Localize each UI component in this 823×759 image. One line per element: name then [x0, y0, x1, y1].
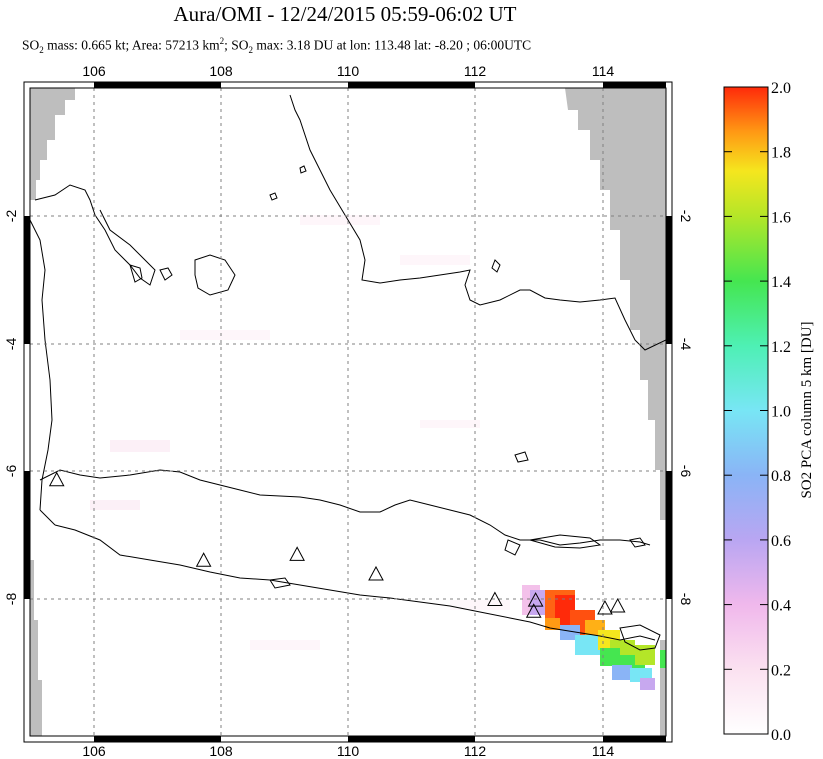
lat-tick-label: -6	[678, 465, 694, 478]
lon-tick-label: 106	[82, 63, 106, 79]
coastlines	[30, 94, 666, 651]
colorbar-tick-label: 0.0	[771, 727, 791, 744]
colorbar-tick-label: 1.4	[771, 274, 791, 291]
lat-tick-label: -4	[3, 338, 19, 351]
lon-labels-bottom: 106 108 110 112 114	[82, 743, 614, 759]
volcano-icon	[609, 597, 626, 613]
lon-tick-label: 112	[464, 743, 487, 759]
volcano-icon	[48, 471, 65, 487]
colorbar-tick-label: 1.2	[771, 339, 791, 356]
volcano-icon	[195, 552, 212, 567]
lat-labels-right: -2 -4 -6 -8	[678, 210, 694, 606]
lon-tick-label: 110	[337, 743, 360, 759]
nodata-region-left	[30, 88, 75, 200]
lat-tick-label: -2	[678, 210, 694, 223]
map-subtitle: SO2 mass: 0.665 kt; Area: 57213 km2; SO2…	[22, 36, 532, 56]
colorbar-tick-label: 1.6	[771, 209, 791, 226]
lon-tick-label: 112	[464, 63, 487, 79]
volcano-icon	[289, 546, 305, 561]
graticule	[30, 88, 666, 736]
lon-tick-label: 114	[592, 743, 615, 759]
lat-tick-label: -8	[3, 593, 19, 606]
lat-tick-label: -8	[678, 593, 694, 606]
nodata-region-left-bottom	[30, 560, 42, 736]
so2-background-noise	[90, 215, 510, 650]
colorbar: 0.0 0.2 0.4 0.6 0.8 1.0 1.2 1.4 1.6 1.8 2.0 SO2 PC…	[723, 80, 815, 744]
colorbar-tick-label: 0.8	[771, 468, 791, 485]
lon-tick-label: 108	[209, 743, 233, 759]
volcano-icon	[527, 592, 544, 607]
nodata-region-right	[565, 88, 666, 520]
lon-tick-label: 108	[209, 63, 233, 79]
colorbar-tick-label: 2.0	[771, 80, 791, 97]
map-title: Aura/OMI - 12/24/2015 05:59-06:02 UT	[173, 2, 517, 26]
lat-tick-label: -2	[3, 210, 19, 223]
volcano-icon	[597, 599, 613, 615]
map-frame	[23, 81, 673, 743]
lon-tick-label: 106	[82, 743, 106, 759]
colorbar-tick-label: 1.8	[771, 145, 791, 162]
lon-labels-top: 106 108 110 112 114	[82, 63, 614, 79]
colorbar-ticks: 0.0 0.2 0.4 0.6 0.8 1.0 1.2 1.4 1.6 1.8 2.0	[724, 80, 791, 744]
lon-tick-label: 110	[337, 63, 360, 79]
lon-tick-label: 114	[592, 63, 615, 79]
volcano-icon	[525, 603, 542, 618]
colorbar-tick-label: 1.0	[771, 404, 791, 421]
volcano-markers	[48, 471, 626, 618]
volcano-icon	[487, 591, 503, 607]
lat-tick-label: -6	[3, 465, 19, 478]
lat-tick-label: -4	[678, 338, 694, 351]
colorbar-tick-label: 0.2	[771, 662, 791, 679]
colorbar-tick-label: 0.4	[771, 598, 791, 615]
colorbar-tick-label: 0.6	[771, 533, 791, 550]
lat-labels-left: -2 -4 -6 -8	[3, 210, 19, 606]
volcano-icon	[368, 565, 384, 581]
colorbar-label: SO2 PCA column 5 km [DU]	[799, 321, 815, 498]
